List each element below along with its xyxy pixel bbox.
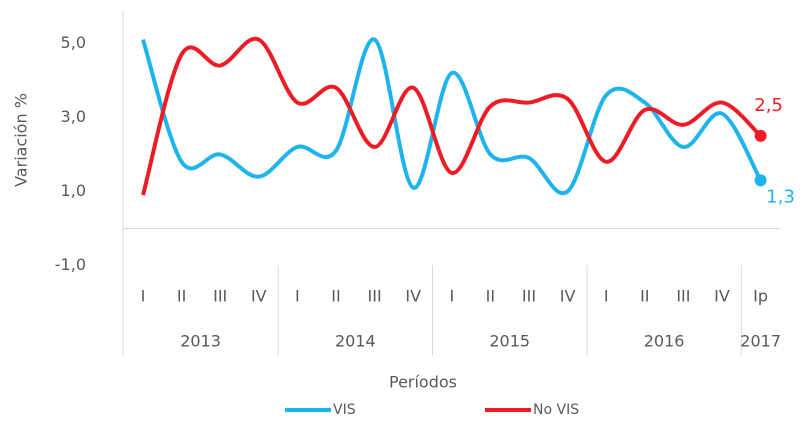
x-tick-label: IV — [405, 287, 421, 306]
x-tick-label: II — [331, 287, 340, 306]
legend-label: VIS — [333, 402, 356, 418]
x-tick-label: IV — [714, 287, 730, 306]
group-label: 2015 — [489, 332, 530, 351]
group-label: 2014 — [335, 332, 376, 351]
x-tick-label: I — [295, 287, 300, 306]
y-axis-title: Variación % — [12, 93, 31, 187]
line — [141, 36, 762, 196]
x-tick-label: II — [486, 287, 495, 306]
line — [141, 37, 763, 196]
x-tick-label: II — [177, 287, 186, 306]
x-tick-label: IV — [251, 287, 267, 306]
x-tick-label: III — [213, 287, 227, 306]
legend-label: No VIS — [533, 402, 579, 418]
x-tick-label: I — [141, 287, 146, 306]
x-axis-title: Períodos — [389, 373, 457, 392]
x-tick-label: Ip — [753, 287, 768, 306]
y-tick-label: 5,0 — [61, 33, 86, 52]
point — [754, 174, 767, 187]
group-label: 2017 — [740, 332, 781, 351]
x-tick-label: III — [676, 287, 690, 306]
x-tick-label: III — [522, 287, 536, 306]
x-tick-label: I — [604, 287, 609, 306]
y-tick-label: -1,0 — [55, 255, 86, 274]
point — [754, 129, 767, 142]
data-label: 1,3 — [766, 186, 795, 207]
x-tick-label: II — [640, 287, 649, 306]
group-label: 2013 — [180, 332, 221, 351]
y-tick-label: 1,0 — [61, 181, 86, 200]
data-label: 2,5 — [754, 95, 783, 116]
y-tick-label: 3,0 — [61, 107, 86, 126]
x-tick-label: III — [368, 287, 382, 306]
group-label: 2016 — [644, 332, 685, 351]
x-tick-label: IV — [560, 287, 576, 306]
x-tick-label: I — [449, 287, 454, 306]
